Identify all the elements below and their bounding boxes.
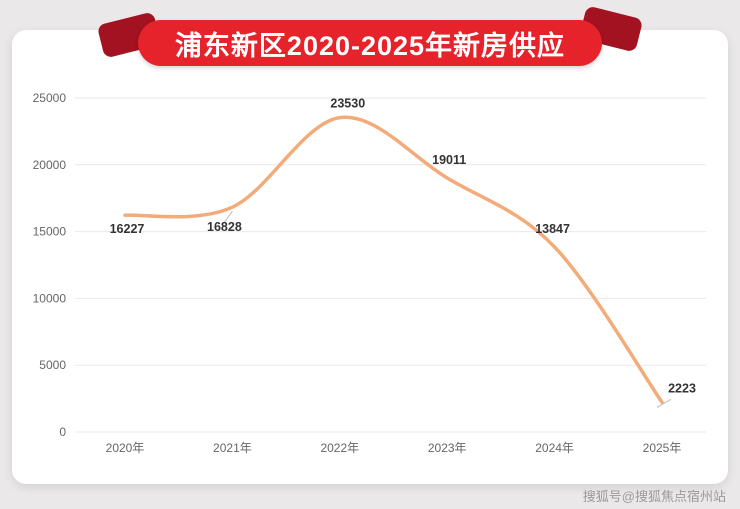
x-axis-label: 2023年: [428, 441, 467, 455]
chart-card: 浦东新区2020-2025年新房供应 0 5000 10000 15000 20000 2…: [12, 5, 728, 484]
data-label: 2223: [668, 381, 696, 395]
watermark: 搜狐号@搜狐焦点宿州站: [582, 489, 726, 504]
x-axis-label: 2022年: [320, 441, 359, 455]
y-axis-label: 10000: [33, 291, 67, 305]
line-chart: 0 5000 10000 15000 20000 25000 2020年 2021年 2022年…: [33, 91, 706, 455]
data-label: 13847: [535, 222, 570, 236]
y-axis-labels: 0 5000 10000 15000 20000 25000: [33, 91, 67, 439]
data-label: 16828: [207, 220, 242, 234]
label-leader-line: [223, 210, 233, 223]
data-label: 19011: [432, 153, 466, 167]
x-axis-label: 2025年: [643, 441, 682, 455]
y-axis-label: 5000: [39, 358, 66, 372]
x-axis-label: 2024年: [535, 441, 574, 455]
data-label: 16227: [110, 222, 145, 236]
data-labels: 16227 16828 23530 19011 13847 2223: [110, 97, 696, 396]
label-leader-line: [656, 398, 672, 408]
x-axis-label: 2020年: [106, 441, 145, 455]
y-axis-label: 20000: [33, 158, 67, 172]
x-axis-label: 2021年: [213, 441, 252, 455]
y-axis-label: 15000: [33, 225, 67, 239]
chart-title: 浦东新区2020-2025年新房供应: [174, 30, 566, 61]
y-axis-label: 0: [59, 425, 66, 439]
series-line: [123, 115, 664, 405]
x-axis-labels: 2020年 2021年 2022年 2023年 2024年 2025年: [106, 441, 682, 455]
data-label: 23530: [330, 97, 365, 111]
title-banner: 浦东新区2020-2025年新房供应: [138, 20, 602, 66]
y-axis-label: 25000: [33, 91, 67, 105]
grid-lines: [75, 97, 706, 433]
